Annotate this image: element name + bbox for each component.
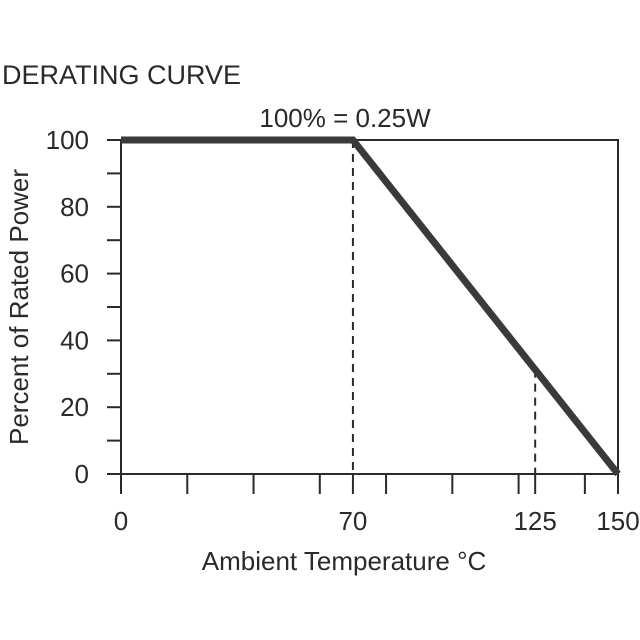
x-tick-label: 150 (596, 506, 639, 536)
y-tick-label: 100 (46, 125, 89, 155)
y-tick-label: 40 (60, 325, 89, 355)
x-axis-ticks: 0 70 125 150 (114, 474, 640, 536)
plot-frame (120, 139, 619, 475)
series-line (121, 136, 621, 477)
series-group (120, 136, 621, 477)
x-tick-label: 125 (513, 506, 556, 536)
x-tick-label: 70 (338, 506, 367, 536)
x-tick-label: 0 (114, 506, 128, 536)
y-axis-label: Percent of Rated Power (4, 169, 34, 445)
x-axis-label: Ambient Temperature °C (202, 546, 487, 576)
y-tick-label: 80 (60, 192, 89, 222)
reference-lines (351, 140, 537, 474)
plot-border (120, 139, 619, 475)
y-axis-ticks: 0 20 40 60 80 100 (46, 125, 121, 489)
chart-title: DERATING CURVE (2, 60, 241, 90)
y-tick-label: 60 (60, 259, 89, 289)
y-tick-label: 20 (60, 392, 89, 422)
y-tick-label: 0 (75, 459, 89, 489)
rating-annotation: 100% = 0.25W (259, 103, 431, 133)
